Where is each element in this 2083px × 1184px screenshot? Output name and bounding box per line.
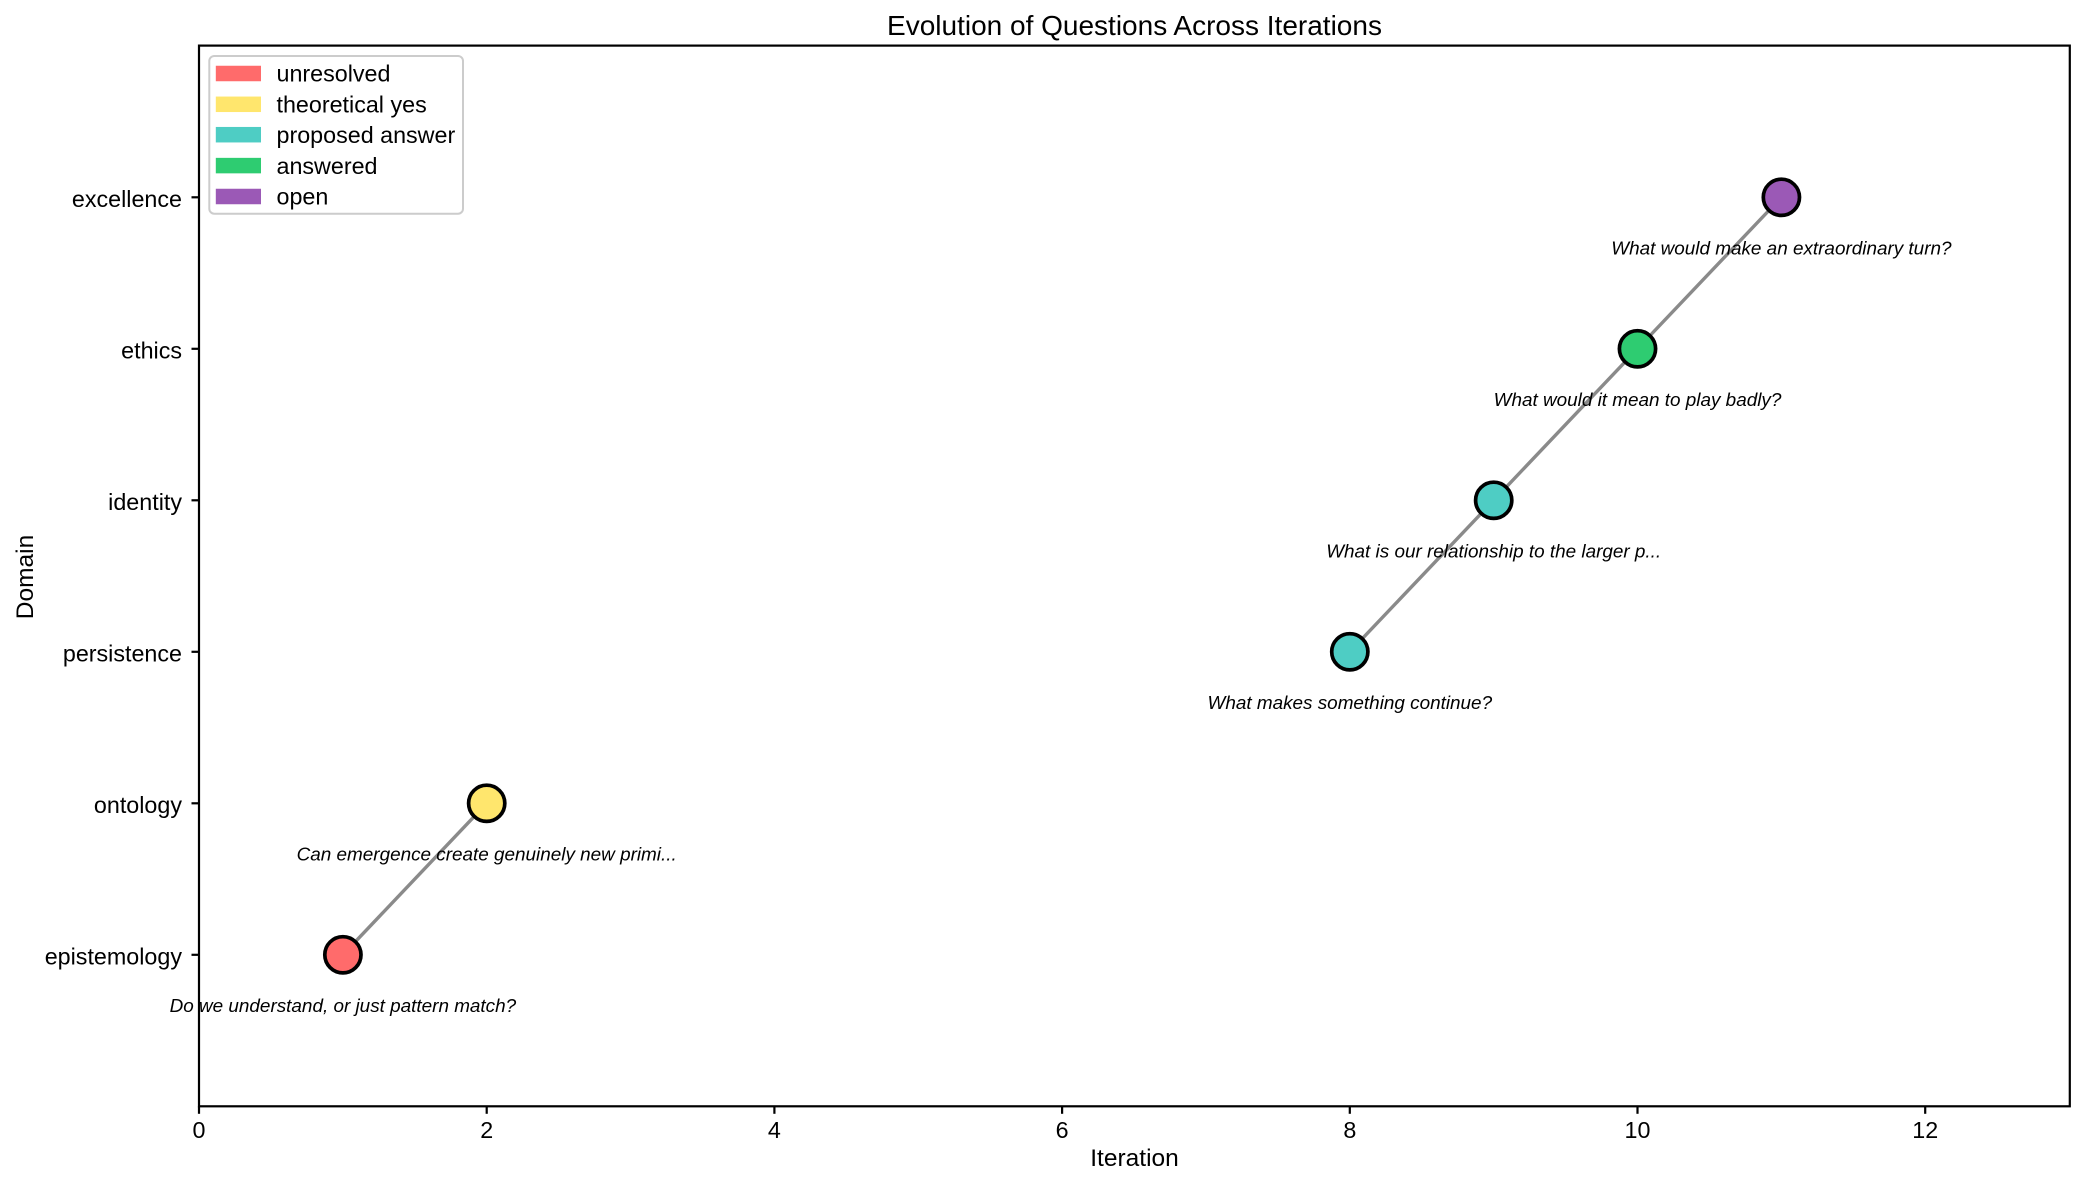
- svg-text:10: 10: [1625, 1117, 1651, 1143]
- svg-text:Domain: Domain: [12, 535, 39, 619]
- svg-text:open: open: [277, 184, 329, 210]
- svg-text:4: 4: [768, 1117, 781, 1143]
- svg-text:What makes something continue?: What makes something continue?: [1208, 693, 1493, 714]
- svg-text:What would make an extraordina: What would make an extraordinary turn?: [1611, 238, 1952, 259]
- svg-text:ontology: ontology: [94, 792, 182, 818]
- svg-text:What would it mean to play bad: What would it mean to play badly?: [1494, 390, 1782, 411]
- svg-text:12: 12: [1912, 1117, 1938, 1143]
- svg-text:proposed answer: proposed answer: [277, 122, 456, 148]
- svg-text:0: 0: [193, 1117, 206, 1143]
- svg-text:Do we understand, or just patt: Do we understand, or just pattern match?: [170, 996, 517, 1017]
- svg-text:theoretical yes: theoretical yes: [277, 92, 427, 118]
- svg-text:answered: answered: [277, 153, 378, 179]
- svg-text:Evolution of Questions Across: Evolution of Questions Across Iterations: [887, 10, 1382, 41]
- svg-text:What is our relationship to th: What is our relationship to the larger p…: [1326, 541, 1661, 562]
- svg-text:excellence: excellence: [72, 186, 182, 212]
- svg-text:identity: identity: [108, 489, 182, 515]
- svg-text:unresolved: unresolved: [277, 61, 391, 87]
- svg-text:ethics: ethics: [121, 337, 182, 363]
- svg-text:Can emergence create genuinely: Can emergence create genuinely new primi…: [297, 844, 677, 865]
- svg-text:Iteration: Iteration: [1090, 1145, 1179, 1172]
- svg-text:persistence: persistence: [63, 640, 182, 666]
- svg-text:8: 8: [1343, 1117, 1356, 1143]
- svg-text:epistemology: epistemology: [45, 943, 183, 969]
- svg-text:6: 6: [1056, 1117, 1069, 1143]
- svg-text:2: 2: [480, 1117, 493, 1143]
